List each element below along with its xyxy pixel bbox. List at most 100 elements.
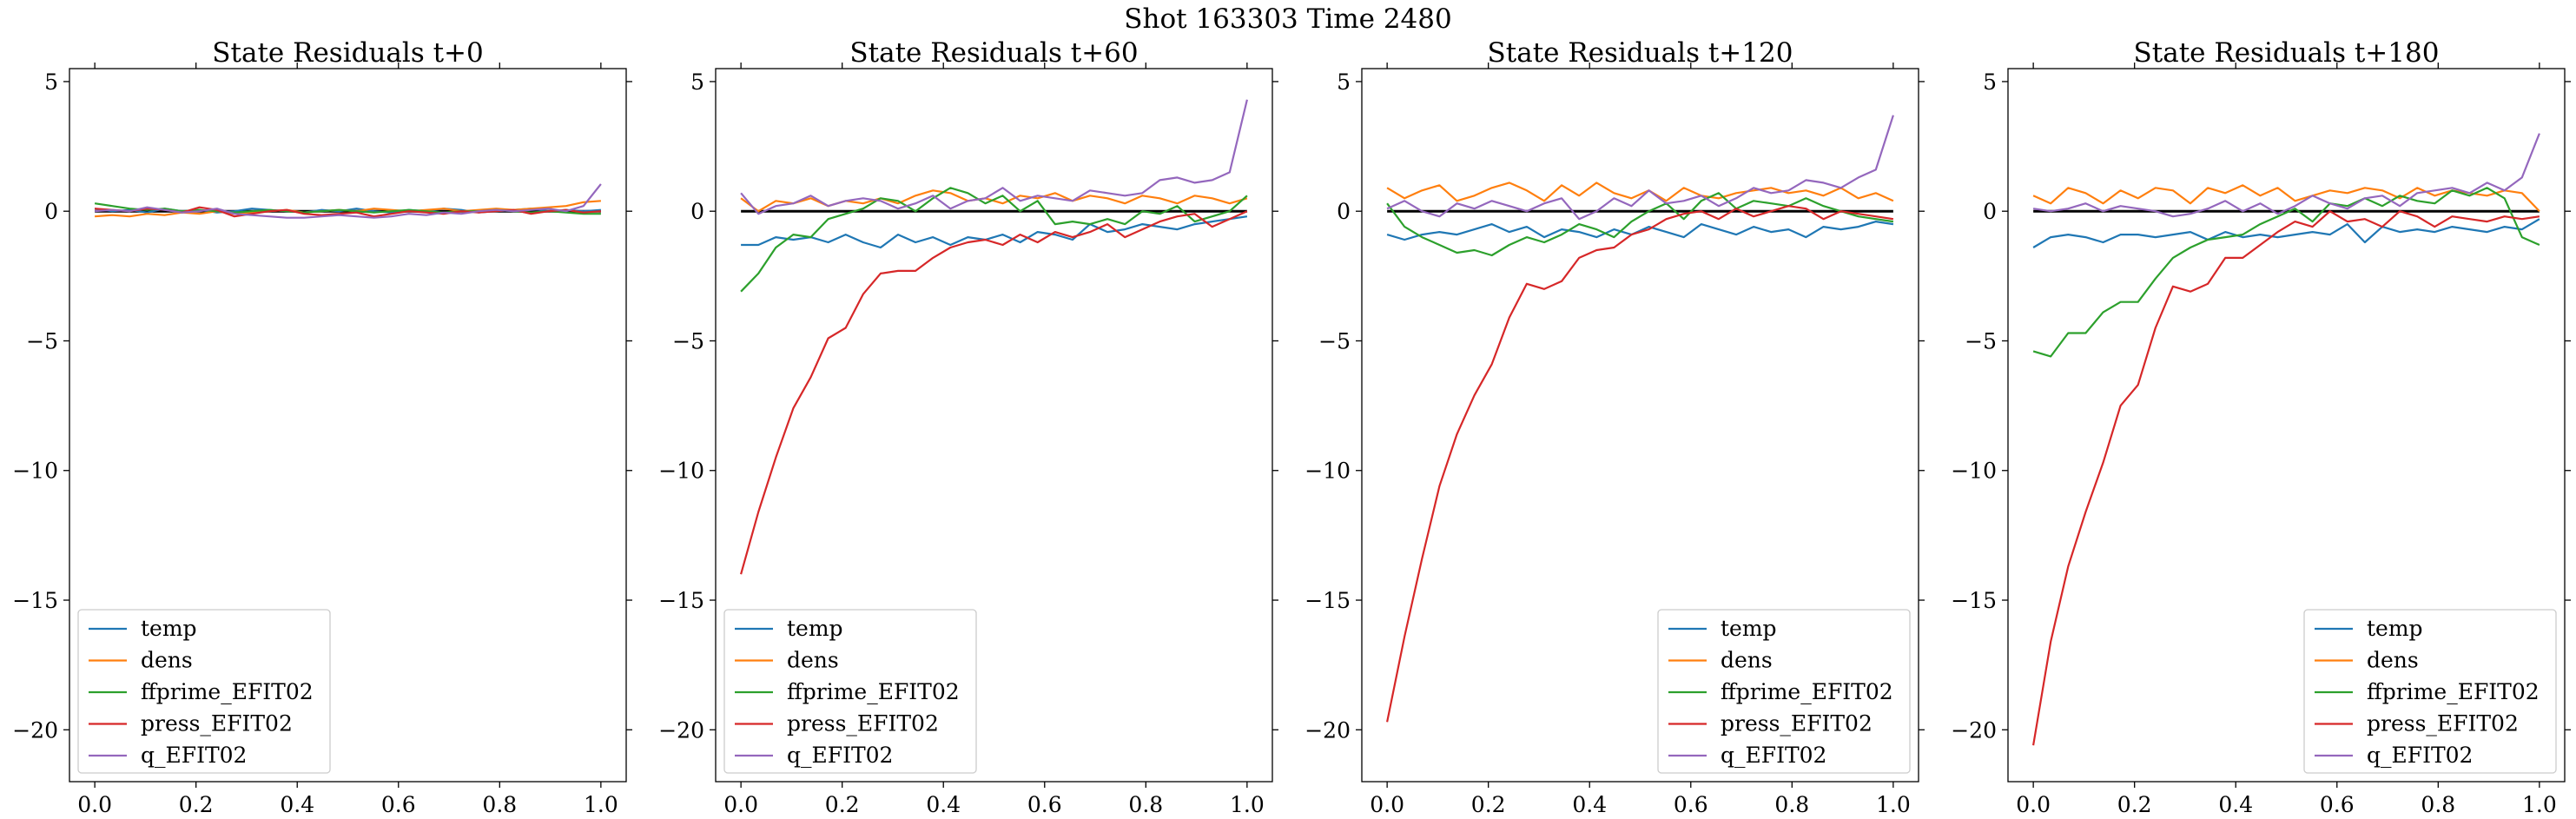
x-tick-label: 1.0 — [1230, 792, 1265, 817]
x-tick-label: 0.4 — [280, 792, 314, 817]
x-tick-label: 0.8 — [1128, 792, 1163, 817]
legend-label: ffprime_EFIT02 — [141, 679, 314, 704]
legend-box — [2303, 609, 2557, 774]
y-tick-label: −10 — [1951, 459, 1997, 484]
x-tick-label: 0.0 — [77, 792, 112, 817]
y-tick-label: −15 — [658, 588, 704, 613]
x-tick-label: 0.2 — [1471, 792, 1506, 817]
legend-label: temp — [141, 616, 197, 641]
legend-label: dens — [787, 648, 839, 673]
series-line-ffprime-efit02 — [2032, 187, 2540, 358]
figure-suptitle: Shot 163303 Time 2480 — [1124, 3, 1452, 35]
legend-label: temp — [787, 616, 843, 641]
x-tick-label: 0.4 — [926, 792, 961, 817]
legend-label: press_EFIT02 — [1721, 711, 1873, 736]
series-line-q-efit02 — [740, 99, 1248, 215]
series-line-press-efit02 — [740, 210, 1248, 575]
y-tick-label: 0 — [690, 199, 704, 224]
y-tick-label: −15 — [1305, 588, 1351, 613]
y-tick-label: −10 — [658, 459, 704, 484]
y-tick-label: −5 — [1965, 328, 1997, 353]
legend-box — [77, 609, 331, 774]
legend-label: q_EFIT02 — [787, 743, 893, 768]
y-tick-label: 5 — [1983, 69, 1997, 95]
x-tick-label: 0.8 — [2421, 792, 2455, 817]
y-tick-label: −10 — [1305, 459, 1351, 484]
legend-label: q_EFIT02 — [1721, 743, 1826, 768]
y-tick-label: −15 — [1951, 588, 1997, 613]
y-tick-label: −20 — [658, 717, 704, 743]
series-line-ffprime-efit02 — [1386, 192, 1894, 257]
series-line-temp — [1386, 221, 1894, 241]
x-tick-label: 0.8 — [1774, 792, 1809, 817]
chart-panel-4: State Residuals t+180 0.0 0.2 0.4 0.6 0.8 1.0 −… — [1951, 37, 2571, 817]
legend-label: ffprime_EFIT02 — [1721, 679, 1893, 704]
series-line-q-efit02 — [2032, 133, 2540, 218]
chart-panel-3: State Residuals t+120 0.0 0.2 0.4 0.6 0.8 1.0 −… — [1305, 37, 1925, 817]
legend-label: dens — [1721, 648, 1773, 673]
legend-label: temp — [2367, 616, 2423, 641]
x-tick-label: 0.6 — [1027, 792, 1062, 817]
x-tick-label: 1.0 — [584, 792, 618, 817]
y-tick-label: −5 — [672, 328, 704, 353]
y-tick-label: −15 — [12, 588, 58, 613]
axes-frame — [1361, 68, 1919, 783]
series-line-dens — [2032, 184, 2540, 212]
x-tick-label: 0.6 — [381, 792, 416, 817]
legend-label: ffprime_EFIT02 — [2367, 679, 2540, 704]
y-tick-label: −20 — [12, 717, 58, 743]
x-tick-label: 0.4 — [1572, 792, 1607, 817]
chart-title: State Residuals t+180 — [2134, 37, 2440, 69]
series-line-q-efit02 — [95, 183, 602, 219]
y-tick-label: 5 — [1337, 69, 1351, 95]
x-tick-label: 0.0 — [2016, 792, 2051, 817]
x-tick-label: 0.4 — [2218, 792, 2253, 817]
series-line-press-efit02 — [1386, 205, 1894, 723]
series-line-temp — [741, 215, 1248, 249]
y-tick-label: 5 — [44, 69, 58, 95]
x-tick-label: 1.0 — [1876, 792, 1911, 817]
chart-title: State Residuals t+120 — [1488, 37, 1793, 69]
legend-label: q_EFIT02 — [2367, 743, 2473, 768]
x-tick-label: 1.0 — [2522, 792, 2557, 817]
series-line-temp — [2032, 218, 2540, 248]
x-tick-label: 0.6 — [2320, 792, 2355, 817]
y-tick-label: −20 — [1951, 717, 1997, 743]
y-tick-label: 0 — [1337, 199, 1351, 224]
x-tick-label: 0.0 — [723, 792, 758, 817]
legend-label: dens — [2367, 648, 2419, 673]
legend-label: dens — [141, 648, 193, 673]
y-tick-label: 5 — [690, 69, 704, 95]
chart-title: State Residuals t+0 — [212, 37, 483, 69]
y-tick-label: −5 — [1318, 328, 1351, 353]
x-tick-label: 0.2 — [2117, 792, 2152, 817]
legend-label: press_EFIT02 — [2367, 711, 2519, 736]
series-line-ffprime-efit02 — [740, 187, 1248, 293]
y-tick-label: −5 — [26, 328, 58, 353]
x-tick-label: 0.2 — [179, 792, 214, 817]
axes-frame — [2007, 68, 2566, 783]
x-tick-label: 0.6 — [1674, 792, 1708, 817]
chart-panel-2: State Residuals t+60 0.0 0.2 0.4 0.6 0.8 1.0 −2… — [658, 37, 1278, 817]
series-line-q-efit02 — [1386, 115, 1894, 221]
legend-label: q_EFIT02 — [141, 743, 247, 768]
legend-box — [1657, 609, 1911, 774]
legend-label: press_EFIT02 — [141, 711, 293, 736]
chart-title: State Residuals t+60 — [849, 37, 1138, 69]
axes-frame — [69, 68, 627, 783]
legend-box — [723, 609, 977, 774]
series-line-dens — [1386, 182, 1894, 202]
axes-frame — [715, 68, 1273, 783]
y-tick-label: −10 — [12, 459, 58, 484]
x-tick-label: 0.0 — [1370, 792, 1404, 817]
legend-label: temp — [1721, 616, 1777, 641]
legend-label: ffprime_EFIT02 — [787, 679, 960, 704]
legend-label: press_EFIT02 — [787, 711, 939, 736]
series-line-press-efit02 — [2032, 210, 2540, 746]
y-tick-label: −20 — [1305, 717, 1351, 743]
y-tick-label: 0 — [44, 199, 58, 224]
chart-panel-1: State Residuals t+0 0.0 0.2 0.4 0.6 0.8 1.0 −20… — [12, 37, 632, 817]
x-tick-label: 0.8 — [482, 792, 517, 817]
x-tick-label: 0.2 — [825, 792, 860, 817]
